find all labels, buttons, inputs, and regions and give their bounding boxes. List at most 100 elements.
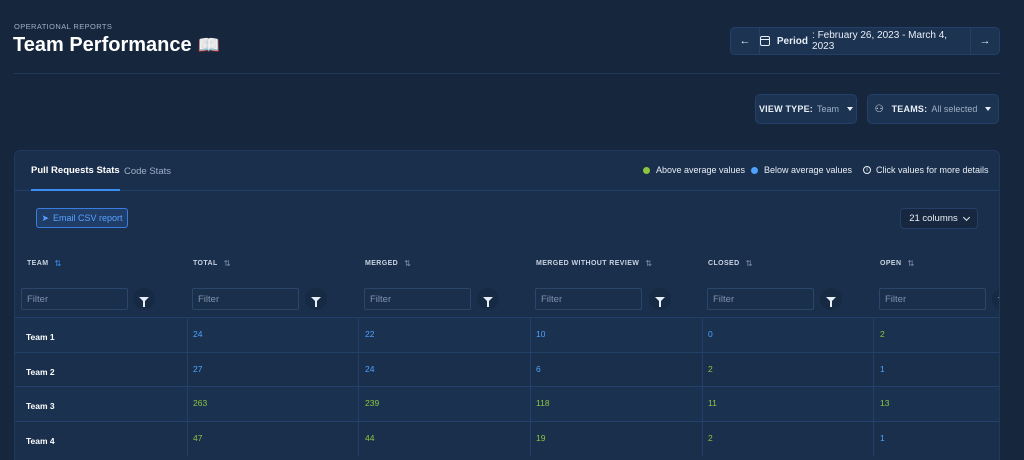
- column-divider: [358, 387, 359, 421]
- column-divider: [873, 353, 874, 387]
- filter-input-merged-without-review[interactable]: [535, 288, 642, 310]
- sort-asc-icon[interactable]: ⇅: [54, 259, 62, 268]
- column-header-label: OPEN: [880, 260, 902, 267]
- column-header-closed[interactable]: CLOSED ⇅: [708, 259, 753, 268]
- teams-label: TEAMS:: [891, 104, 928, 114]
- column-divider: [873, 422, 874, 456]
- value-cell[interactable]: 13: [880, 398, 890, 408]
- above-dot-icon: [643, 166, 650, 174]
- column-divider: [187, 353, 188, 387]
- book-icon: 📖: [197, 35, 221, 55]
- filter-input-merged[interactable]: [364, 288, 471, 310]
- next-period-button[interactable]: →: [979, 35, 991, 47]
- chevron-down-icon: [962, 213, 970, 221]
- legend-above-label: Above average values: [656, 165, 746, 175]
- filter-input-open[interactable]: [879, 288, 986, 310]
- team-name-cell: Team 4: [26, 436, 55, 446]
- tabs-row: Pull Requests Stats Code Stats Above ave…: [15, 151, 999, 191]
- column-divider: [530, 422, 531, 456]
- tab-code-stats[interactable]: Code Stats: [124, 165, 171, 177]
- column-header-total[interactable]: TOTAL ⇅: [193, 259, 231, 268]
- below-dot-icon: [751, 166, 758, 174]
- columns-label: 21 columns: [909, 213, 958, 224]
- users-icon: ⚇: [874, 103, 884, 115]
- column-divider: [873, 387, 874, 421]
- team-name-cell: Team 2: [26, 367, 55, 377]
- value-cell[interactable]: 239: [365, 398, 380, 408]
- legend-hint: i Click values for more details: [863, 165, 989, 175]
- period-label: Period: [776, 35, 809, 47]
- filter-icon: [311, 296, 321, 307]
- legend-below: Below average values: [751, 165, 852, 175]
- columns-dropdown[interactable]: 21 columns: [900, 208, 978, 229]
- filter-button-team[interactable]: [133, 288, 155, 310]
- value-cell[interactable]: 19: [536, 433, 546, 443]
- email-csv-button[interactable]: ➤ Email CSV report: [36, 208, 128, 228]
- column-header-label: MERGED: [365, 260, 399, 267]
- team-name-cell: Team 3: [26, 401, 55, 411]
- value-cell[interactable]: 263: [193, 398, 208, 408]
- filter-input-closed[interactable]: [707, 288, 814, 310]
- value-cell[interactable]: 2: [708, 364, 713, 374]
- filter-button-merged-without-review[interactable]: [649, 288, 671, 310]
- column-divider: [187, 387, 188, 421]
- column-header-merged[interactable]: MERGED ⇅: [365, 259, 411, 268]
- table-body: Team 1 24 22 10 0 2 Team 2 27 24 6 2 1 Team 3 263 239 1…: [15, 317, 999, 460]
- stats-panel: Pull Requests Stats Code Stats Above ave…: [14, 150, 1000, 460]
- filter-button-merged[interactable]: [477, 288, 499, 310]
- sort-icon[interactable]: ⇅: [645, 259, 653, 268]
- value-cell[interactable]: 44: [365, 433, 375, 443]
- table-row: Team 4 47 44 19 2 1: [15, 421, 999, 456]
- filter-button-open[interactable]: [992, 288, 999, 310]
- period-picker[interactable]: Period: February 26, 2023 - March 4, 202…: [759, 28, 971, 54]
- filter-input-team[interactable]: [21, 288, 128, 310]
- value-cell[interactable]: 24: [193, 329, 203, 339]
- calendar-icon: [760, 36, 770, 46]
- sort-icon[interactable]: ⇅: [404, 259, 412, 268]
- send-icon: ➤: [41, 212, 49, 223]
- sort-icon[interactable]: ⇅: [745, 259, 753, 268]
- value-cell[interactable]: 24: [365, 364, 375, 374]
- value-cell[interactable]: 47: [193, 433, 203, 443]
- filter-button-closed[interactable]: [820, 288, 842, 310]
- filter-icon: [998, 296, 999, 302]
- value-cell[interactable]: 22: [365, 329, 375, 339]
- column-header-merged-without-review[interactable]: MERGED WITHOUT REVIEW ⇅: [536, 259, 652, 268]
- value-cell[interactable]: 10: [536, 329, 546, 339]
- teams-value: All selected: [931, 104, 978, 114]
- filter-icon: [826, 296, 836, 307]
- column-divider: [358, 318, 359, 352]
- column-header-label: MERGED WITHOUT REVIEW: [536, 260, 640, 267]
- column-divider: [530, 318, 531, 352]
- value-cell[interactable]: 118: [536, 398, 550, 408]
- column-divider: [530, 387, 531, 421]
- column-divider: [702, 318, 703, 352]
- value-cell[interactable]: 1: [880, 433, 885, 443]
- prev-period-button[interactable]: ←: [739, 35, 751, 47]
- value-cell[interactable]: 27: [193, 364, 203, 374]
- tab-pull-requests-stats[interactable]: Pull Requests Stats: [31, 151, 120, 191]
- column-header-open[interactable]: OPEN ⇅: [880, 259, 915, 268]
- page-title-text: Team Performance: [13, 34, 192, 56]
- email-csv-label: Email CSV report: [53, 213, 123, 223]
- column-header-label: CLOSED: [708, 260, 740, 267]
- value-cell[interactable]: 2: [708, 433, 713, 443]
- filter-input-total[interactable]: [192, 288, 299, 310]
- sort-icon[interactable]: ⇅: [907, 259, 915, 268]
- value-cell[interactable]: 11: [708, 398, 717, 408]
- column-header-team[interactable]: TEAM ⇅: [27, 259, 62, 268]
- page-title: Team Performance 📖: [13, 34, 220, 57]
- filter-button-total[interactable]: [305, 288, 327, 310]
- view-type-dropdown[interactable]: VIEW TYPE: Team: [755, 94, 857, 124]
- legend-above: Above average values: [643, 165, 745, 175]
- column-header-label: TEAM: [27, 260, 49, 267]
- column-divider: [873, 318, 874, 352]
- value-cell[interactable]: 6: [536, 364, 541, 374]
- value-cell[interactable]: 0: [708, 329, 713, 339]
- column-divider: [530, 353, 531, 387]
- value-cell[interactable]: 1: [880, 364, 885, 374]
- column-divider: [702, 387, 703, 421]
- value-cell[interactable]: 2: [880, 329, 885, 339]
- sort-icon[interactable]: ⇅: [223, 259, 231, 268]
- teams-dropdown[interactable]: ⚇ TEAMS: All selected: [867, 94, 999, 124]
